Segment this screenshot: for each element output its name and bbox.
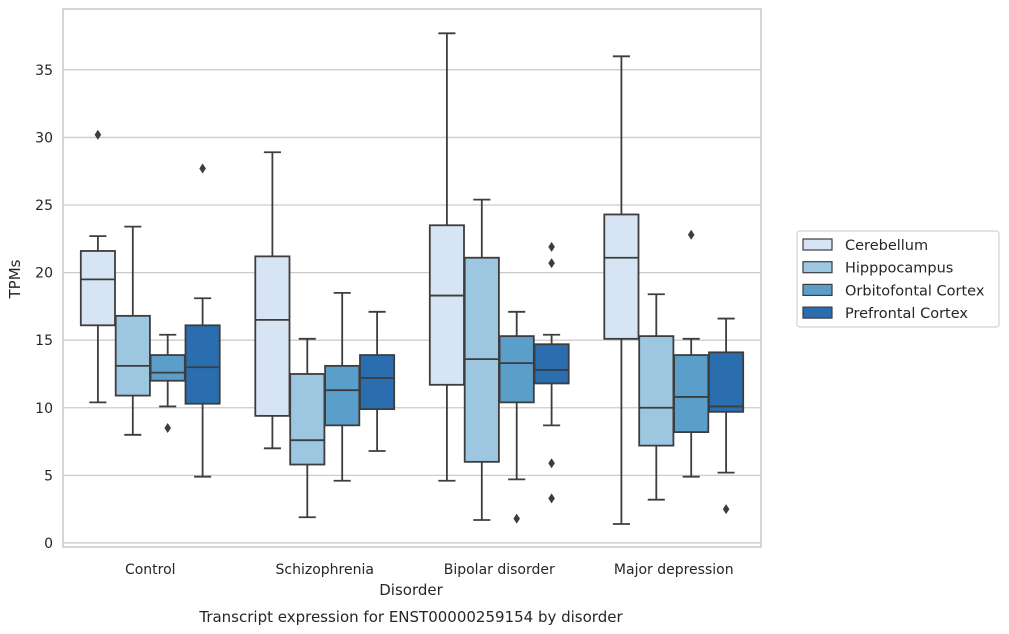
box-body — [603, 213, 640, 340]
outlier-point — [513, 513, 520, 524]
box-2-1 — [324, 291, 361, 482]
outlier-point — [548, 241, 555, 252]
x-tick-label: Major depression — [614, 562, 734, 578]
x-axis-label: Disorder — [379, 581, 443, 599]
legend-label: Orbitofontal Cortex — [845, 283, 985, 299]
y-tick-label: 10 — [35, 401, 53, 417]
box-body — [359, 354, 396, 411]
outlier-point — [199, 163, 206, 174]
box-0-0 — [79, 129, 116, 404]
y-tick-label: 25 — [35, 198, 53, 214]
legend-swatch — [802, 261, 833, 274]
legend-swatch — [802, 306, 833, 319]
y-tick-label: 5 — [44, 468, 53, 484]
box-0-1 — [254, 151, 291, 450]
box-body — [184, 324, 221, 405]
box-body — [114, 314, 151, 397]
box-plot-marks — [79, 32, 745, 525]
box-body — [289, 373, 326, 466]
box-2-3 — [673, 229, 710, 478]
y-gridlines — [63, 69, 761, 544]
y-tick-label: 30 — [35, 130, 53, 146]
box-3-3 — [708, 317, 745, 515]
y-axis-ticks: 0 5 10 15 20 25 30 35 — [35, 63, 53, 552]
box-body — [708, 351, 745, 413]
box-body — [638, 335, 675, 447]
box-1-3 — [638, 293, 675, 501]
box-body — [673, 354, 710, 434]
outlier-point — [548, 458, 555, 469]
outlier-point — [687, 229, 695, 240]
box-3-0 — [184, 163, 221, 478]
box-body — [428, 224, 465, 386]
box-3-1 — [359, 310, 396, 452]
outlier-point — [164, 423, 171, 434]
y-axis-label: TPMs — [6, 259, 24, 299]
box-1-1 — [289, 337, 326, 519]
box-2-0 — [149, 333, 186, 434]
box-body — [254, 255, 291, 417]
outlier-point — [548, 258, 555, 269]
chart-caption: Transcript expression for ENST0000025915… — [198, 608, 623, 626]
box-body — [498, 335, 535, 404]
legend-label: Cerebellum — [845, 238, 928, 254]
y-tick-label: 35 — [35, 63, 53, 79]
legend-swatch — [802, 283, 833, 296]
y-tick-label: 15 — [35, 333, 53, 349]
x-axis-ticks: Control Schizophrenia Bipolar disorder Majo… — [125, 562, 734, 578]
legend-swatch — [802, 238, 833, 251]
outlier-point — [722, 504, 730, 515]
box-0-3 — [603, 55, 640, 525]
outlier-point — [94, 129, 102, 140]
legend-label: Prefrontal Cortex — [845, 306, 968, 322]
box-body — [324, 364, 361, 427]
box-2-2 — [498, 310, 535, 524]
x-tick-label: Schizophrenia — [276, 562, 374, 578]
box-0-2 — [428, 32, 465, 482]
legend-label: Hipppocampus — [845, 261, 953, 277]
x-tick-label: Bipolar disorder — [444, 562, 555, 578]
legend: Cerebellum Hipppocampus Orbitofontal Corte… — [796, 230, 1000, 328]
box-1-2 — [463, 198, 500, 521]
y-tick-label: 20 — [35, 266, 53, 282]
box-3-2 — [533, 241, 570, 504]
legend-box — [796, 230, 1000, 328]
x-tick-label: Control — [125, 562, 176, 578]
box-1-0 — [114, 225, 151, 436]
y-tick-label: 0 — [44, 536, 53, 552]
outlier-point — [548, 493, 555, 504]
box-body — [149, 354, 186, 382]
box-body — [533, 343, 570, 385]
plot-frame — [62, 8, 762, 548]
box-body — [79, 250, 116, 327]
